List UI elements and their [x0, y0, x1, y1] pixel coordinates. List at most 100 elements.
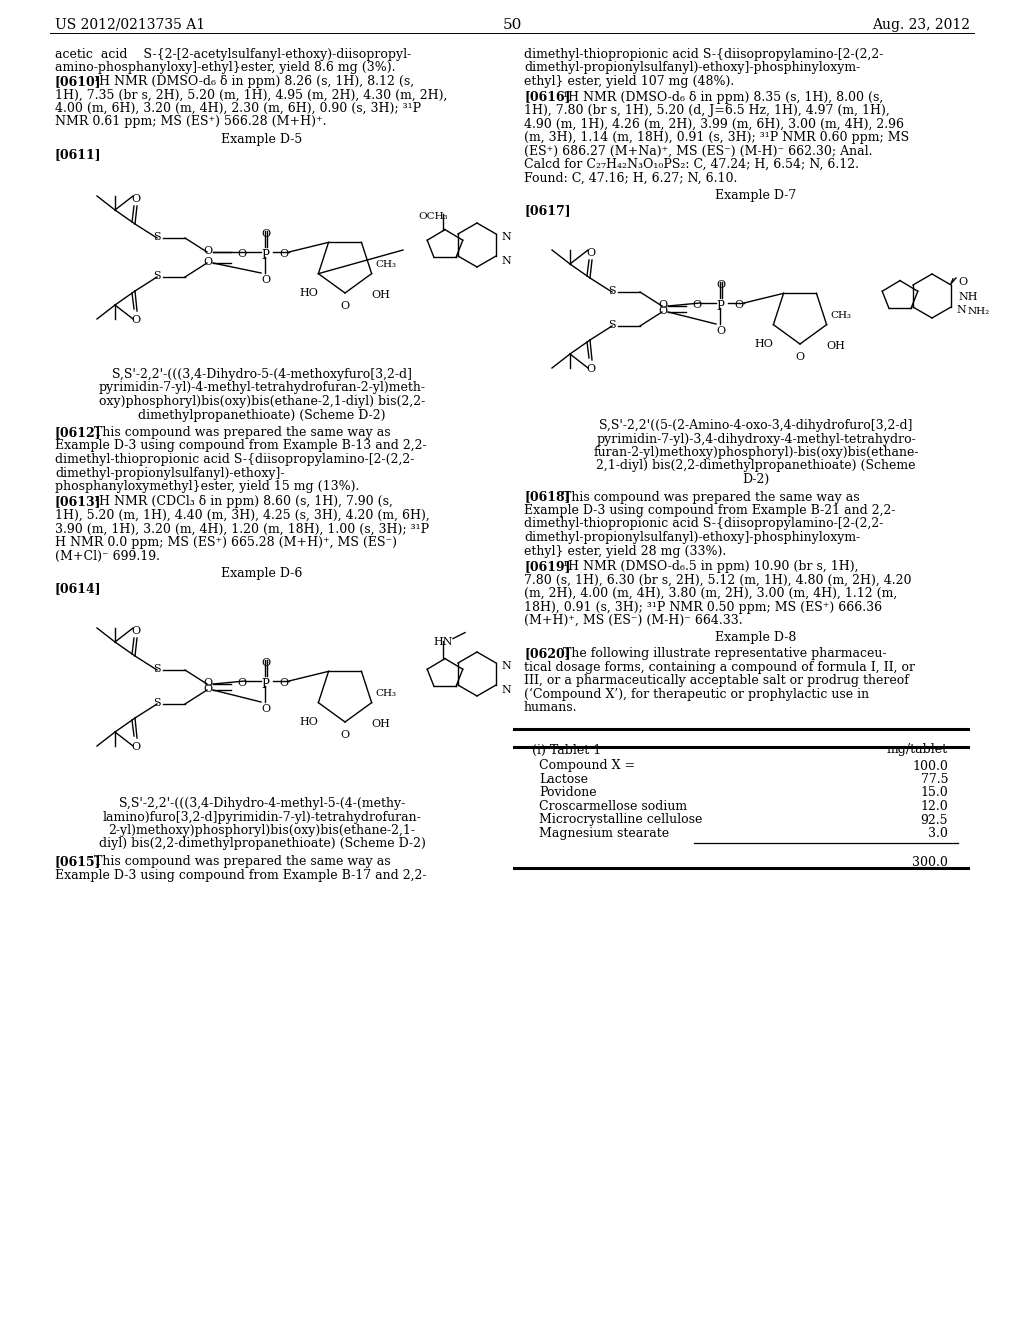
Text: pyrimidin-7-yl)-3,4-dihydroxy-4-methyl-tetrahydro-: pyrimidin-7-yl)-3,4-dihydroxy-4-methyl-t…: [596, 433, 915, 446]
Text: This compound was prepared the same way as: This compound was prepared the same way …: [86, 426, 391, 440]
Text: (m, 2H), 4.00 (m, 4H), 3.80 (m, 2H), 3.00 (m, 4H), 1.12 (m,: (m, 2H), 4.00 (m, 4H), 3.80 (m, 2H), 3.0…: [524, 587, 897, 601]
Text: S: S: [153, 698, 161, 708]
Text: P: P: [716, 300, 724, 313]
Text: S: S: [608, 319, 615, 330]
Text: 4.90 (m, 1H), 4.26 (m, 2H), 3.99 (m, 6H), 3.00 (m, 4H), 2.96: 4.90 (m, 1H), 4.26 (m, 2H), 3.99 (m, 6H)…: [524, 117, 904, 131]
Text: O: O: [203, 246, 212, 256]
Text: lamino)furo[3,2-d]pyrimidin-7-yl)-tetrahydrofuran-: lamino)furo[3,2-d]pyrimidin-7-yl)-tetrah…: [102, 810, 421, 824]
Text: N: N: [501, 661, 511, 671]
Text: amino-phosphanyloxy]-ethyl}ester, yield 8.6 mg (3%).: amino-phosphanyloxy]-ethyl}ester, yield …: [55, 62, 395, 74]
Text: S: S: [153, 232, 161, 242]
Text: O: O: [795, 352, 804, 362]
Text: [0620]: [0620]: [524, 647, 570, 660]
Text: (i) Tablet 1: (i) Tablet 1: [532, 743, 601, 756]
Text: HO: HO: [754, 339, 773, 348]
Text: Found: C, 47.16; H, 6.27; N, 6.10.: Found: C, 47.16; H, 6.27; N, 6.10.: [524, 172, 737, 185]
Text: O: O: [279, 678, 288, 688]
Text: (M+H)⁺, MS (ES⁻) (M-H)⁻ 664.33.: (M+H)⁺, MS (ES⁻) (M-H)⁻ 664.33.: [524, 614, 742, 627]
Text: Magnesium stearate: Magnesium stearate: [539, 828, 669, 840]
Text: diyl) bis(2,2-dimethylpropanethioate) (Scheme D-2): diyl) bis(2,2-dimethylpropanethioate) (S…: [98, 837, 425, 850]
Text: 1H), 7.35 (br s, 2H), 5.20 (m, 1H), 4.95 (m, 2H), 4.30 (m, 2H),: 1H), 7.35 (br s, 2H), 5.20 (m, 1H), 4.95…: [55, 88, 447, 102]
Text: O: O: [586, 248, 595, 257]
Text: O: O: [131, 742, 140, 752]
Text: 300.0: 300.0: [912, 855, 948, 869]
Text: phosphanyloxymethyl}ester, yield 15 mg (13%).: phosphanyloxymethyl}ester, yield 15 mg (…: [55, 480, 359, 492]
Text: tical dosage forms, containing a compound of formula I, II, or: tical dosage forms, containing a compoun…: [524, 660, 915, 673]
Text: mg/tablet: mg/tablet: [887, 743, 948, 756]
Text: O: O: [958, 277, 967, 288]
Text: III, or a pharmaceutically acceptable salt or prodrug thereof: III, or a pharmaceutically acceptable sa…: [524, 675, 909, 686]
Text: 100.0: 100.0: [912, 759, 948, 772]
Text: O: O: [340, 730, 349, 741]
Text: NH₂: NH₂: [968, 308, 990, 315]
Text: ¹H NMR (DMSO-d₆ δ in ppm) 8.35 (s, 1H), 8.00 (s,: ¹H NMR (DMSO-d₆ δ in ppm) 8.35 (s, 1H), …: [555, 91, 884, 103]
Text: 4.00 (m, 6H), 3.20 (m, 4H), 2.30 (m, 6H), 0.90 (s, 3H); ³¹P: 4.00 (m, 6H), 3.20 (m, 4H), 2.30 (m, 6H)…: [55, 102, 421, 115]
Text: 7.80 (s, 1H), 6.30 (br s, 2H), 5.12 (m, 1H), 4.80 (m, 2H), 4.20: 7.80 (s, 1H), 6.30 (br s, 2H), 5.12 (m, …: [524, 573, 911, 586]
Text: O: O: [237, 678, 246, 688]
Text: O: O: [237, 249, 246, 259]
Text: O: O: [658, 306, 667, 315]
Text: [0610]: [0610]: [55, 75, 101, 88]
Text: O: O: [716, 326, 725, 337]
Text: D-2): D-2): [742, 473, 770, 486]
Text: ¹H NMR (DMSO-d₆ δ in ppm) 8.26 (s, 1H), 8.12 (s,: ¹H NMR (DMSO-d₆ δ in ppm) 8.26 (s, 1H), …: [86, 75, 415, 88]
Text: HO: HO: [299, 288, 317, 298]
Text: dimethyl-propionylsulfanyl)-ethoxy]-phosphinyloxym-: dimethyl-propionylsulfanyl)-ethoxy]-phos…: [524, 62, 860, 74]
Text: ethyl} ester, yield 107 mg (48%).: ethyl} ester, yield 107 mg (48%).: [524, 75, 734, 88]
Text: (ES⁺) 686.27 (M+Na)⁺, MS (ES⁻) (M-H)⁻ 662.30; Anal.: (ES⁺) 686.27 (M+Na)⁺, MS (ES⁻) (M-H)⁻ 66…: [524, 144, 872, 157]
Text: Aug. 23, 2012: Aug. 23, 2012: [872, 18, 970, 32]
Text: 3.0: 3.0: [928, 828, 948, 840]
Text: O: O: [131, 315, 140, 325]
Text: 77.5: 77.5: [921, 774, 948, 785]
Text: [0611]: [0611]: [55, 149, 101, 161]
Text: The following illustrate representative pharmaceu-: The following illustrate representative …: [555, 647, 887, 660]
Text: P: P: [261, 678, 269, 690]
Text: 1H), 7.80 (br s, 1H), 5.20 (d, J=6.5 Hz, 1H), 4.97 (m, 1H),: 1H), 7.80 (br s, 1H), 5.20 (d, J=6.5 Hz,…: [524, 104, 890, 117]
Text: [0618]: [0618]: [524, 491, 570, 503]
Text: Example D-6: Example D-6: [221, 568, 303, 579]
Text: O: O: [716, 280, 725, 290]
Text: S: S: [153, 271, 161, 281]
Text: oxy)phosphoryl)bis(oxy)bis(ethane-2,1-diyl) bis(2,2-: oxy)phosphoryl)bis(oxy)bis(ethane-2,1-di…: [99, 395, 425, 408]
Text: Compound X =: Compound X =: [539, 759, 635, 772]
Text: OCH₃: OCH₃: [418, 211, 447, 220]
Text: S,S'-2,2'-(((3,4-Dihydro-4-methyl-5-(4-(methy-: S,S'-2,2'-(((3,4-Dihydro-4-methyl-5-(4-(…: [119, 797, 406, 810]
Text: S,S'-2,2'((5-(2-Amino-4-oxo-3,4-dihydrofuro[3,2-d]: S,S'-2,2'((5-(2-Amino-4-oxo-3,4-dihydrof…: [599, 418, 912, 432]
Text: [0612]: [0612]: [55, 426, 101, 440]
Text: O: O: [131, 626, 140, 636]
Text: N: N: [956, 305, 966, 314]
Text: S: S: [608, 286, 615, 296]
Text: H NMR 0.0 ppm; MS (ES⁺) 665.28 (M+H)⁺, MS (ES⁻): H NMR 0.0 ppm; MS (ES⁺) 665.28 (M+H)⁺, M…: [55, 536, 397, 549]
Text: N: N: [501, 685, 511, 696]
Text: (‘Compound X’), for therapeutic or prophylactic use in: (‘Compound X’), for therapeutic or proph…: [524, 688, 869, 701]
Text: (m, 3H), 1.14 (m, 18H), 0.91 (s, 3H); ³¹P NMR 0.60 ppm; MS: (m, 3H), 1.14 (m, 18H), 0.91 (s, 3H); ³¹…: [524, 131, 909, 144]
Text: 15.0: 15.0: [921, 787, 948, 800]
Text: Microcrystalline cellulose: Microcrystalline cellulose: [539, 813, 702, 826]
Text: OH: OH: [371, 290, 390, 300]
Text: ¹H NMR (DMSO-d₆.5 in ppm) 10.90 (br s, 1H),: ¹H NMR (DMSO-d₆.5 in ppm) 10.90 (br s, 1…: [555, 560, 859, 573]
Text: (M+Cl)⁻ 699.19.: (M+Cl)⁻ 699.19.: [55, 549, 160, 562]
Text: HO: HO: [299, 717, 317, 727]
Text: dimethyl-propionylsulfanyl)-ethoxy]-: dimethyl-propionylsulfanyl)-ethoxy]-: [55, 466, 285, 479]
Text: O: O: [261, 704, 270, 714]
Text: This compound was prepared the same way as: This compound was prepared the same way …: [555, 491, 860, 503]
Text: O: O: [692, 300, 701, 310]
Text: 3.90 (m, 1H), 3.20 (m, 4H), 1.20 (m, 18H), 1.00 (s, 3H); ³¹P: 3.90 (m, 1H), 3.20 (m, 4H), 1.20 (m, 18H…: [55, 523, 429, 536]
Text: CH₃: CH₃: [375, 689, 396, 698]
Text: O: O: [261, 228, 270, 239]
Text: dimethylpropanethioate) (Scheme D-2): dimethylpropanethioate) (Scheme D-2): [138, 408, 386, 421]
Text: P: P: [261, 249, 269, 261]
Text: [0616]: [0616]: [524, 91, 570, 103]
Text: furan-2-yl)methoxy)phosphoryl)-bis(oxy)bis(ethane-: furan-2-yl)methoxy)phosphoryl)-bis(oxy)b…: [593, 446, 919, 459]
Text: Example D-8: Example D-8: [716, 631, 797, 644]
Text: O: O: [261, 275, 270, 285]
Text: 1H), 5.20 (m, 1H), 4.40 (m, 3H), 4.25 (s, 3H), 4.20 (m, 6H),: 1H), 5.20 (m, 1H), 4.40 (m, 3H), 4.25 (s…: [55, 510, 430, 521]
Text: O: O: [734, 300, 743, 310]
Text: Calcd for C₂₇H₄₂N₃O₁₀PS₂: C, 47.24; H, 6.54; N, 6.12.: Calcd for C₂₇H₄₂N₃O₁₀PS₂: C, 47.24; H, 6…: [524, 158, 859, 172]
Text: N: N: [501, 256, 511, 267]
Text: [0619]: [0619]: [524, 560, 570, 573]
Text: S: S: [153, 664, 161, 675]
Text: Example D-5: Example D-5: [221, 133, 303, 147]
Text: This compound was prepared the same way as: This compound was prepared the same way …: [86, 855, 391, 869]
Text: O: O: [279, 249, 288, 259]
